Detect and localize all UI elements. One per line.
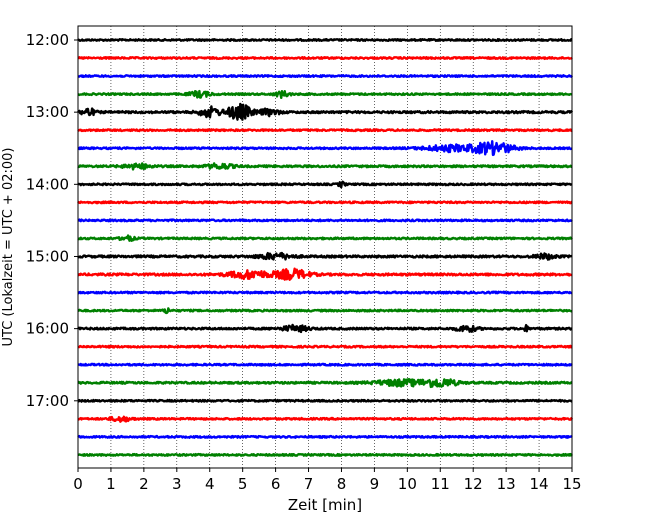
x-tick-label: 13 — [497, 475, 516, 493]
trace-line — [77, 307, 573, 315]
trace-line — [77, 56, 573, 61]
trace-line — [77, 200, 573, 205]
trace-line — [77, 378, 573, 389]
trace-line — [77, 38, 573, 42]
x-tick-label: 6 — [271, 475, 281, 493]
x-tick-label: 5 — [238, 475, 248, 493]
x-axis-ticks: 0 1 2 3 4 5 6 7 8 9 10 11 12 13 14 15 — [73, 468, 582, 493]
x-tick-label: 2 — [139, 475, 149, 493]
trace-line — [76, 323, 573, 334]
trace-line — [77, 452, 573, 457]
x-tick-label: 14 — [530, 475, 549, 493]
y-tick-label: 16:00 — [26, 320, 69, 338]
y-tick-label: 12:00 — [26, 31, 69, 49]
x-axis-label: Zeit [min] — [288, 496, 362, 514]
trace-line — [77, 128, 573, 133]
x-tick-label: 0 — [73, 475, 83, 493]
trace-line — [77, 398, 573, 403]
trace-line — [77, 89, 573, 100]
trace-line — [77, 267, 573, 281]
x-tick-label: 7 — [304, 475, 314, 493]
x-tick-label: 15 — [562, 475, 581, 493]
x-tick-label: 1 — [106, 475, 116, 493]
trace-line — [77, 362, 573, 367]
trace-line — [77, 180, 573, 189]
trace-line — [77, 218, 573, 223]
x-tick-label: 11 — [431, 475, 450, 493]
x-tick-label: 8 — [337, 475, 347, 493]
trace-line — [77, 234, 573, 242]
y-axis-ticks: 12:00 13:00 14:00 15:00 16:00 17:00 — [26, 31, 78, 410]
trace-line — [77, 290, 573, 295]
trace-line — [76, 251, 573, 261]
trace-line — [77, 140, 573, 157]
y-tick-label: 13:00 — [26, 103, 69, 121]
y-tick-label: 15:00 — [26, 247, 69, 265]
x-tick-label: 9 — [370, 475, 380, 493]
y-tick-label: 17:00 — [26, 392, 69, 410]
x-tick-label: 12 — [464, 475, 483, 493]
trace-line — [77, 434, 573, 439]
y-axis-label: UTC (Lokalzeit = UTC + 02:00) — [1, 148, 16, 347]
x-tick-label: 4 — [205, 475, 215, 493]
plot-frame — [77, 25, 573, 469]
trace-group — [76, 38, 574, 457]
x-tick-label: 10 — [398, 475, 417, 493]
trace-line — [77, 162, 573, 171]
y-tick-label: 14:00 — [26, 175, 69, 193]
trace-line — [77, 102, 574, 121]
x-tick-label: 3 — [172, 475, 182, 493]
trace-line — [77, 74, 574, 79]
trace-line — [77, 344, 573, 349]
trace-line — [77, 415, 574, 423]
